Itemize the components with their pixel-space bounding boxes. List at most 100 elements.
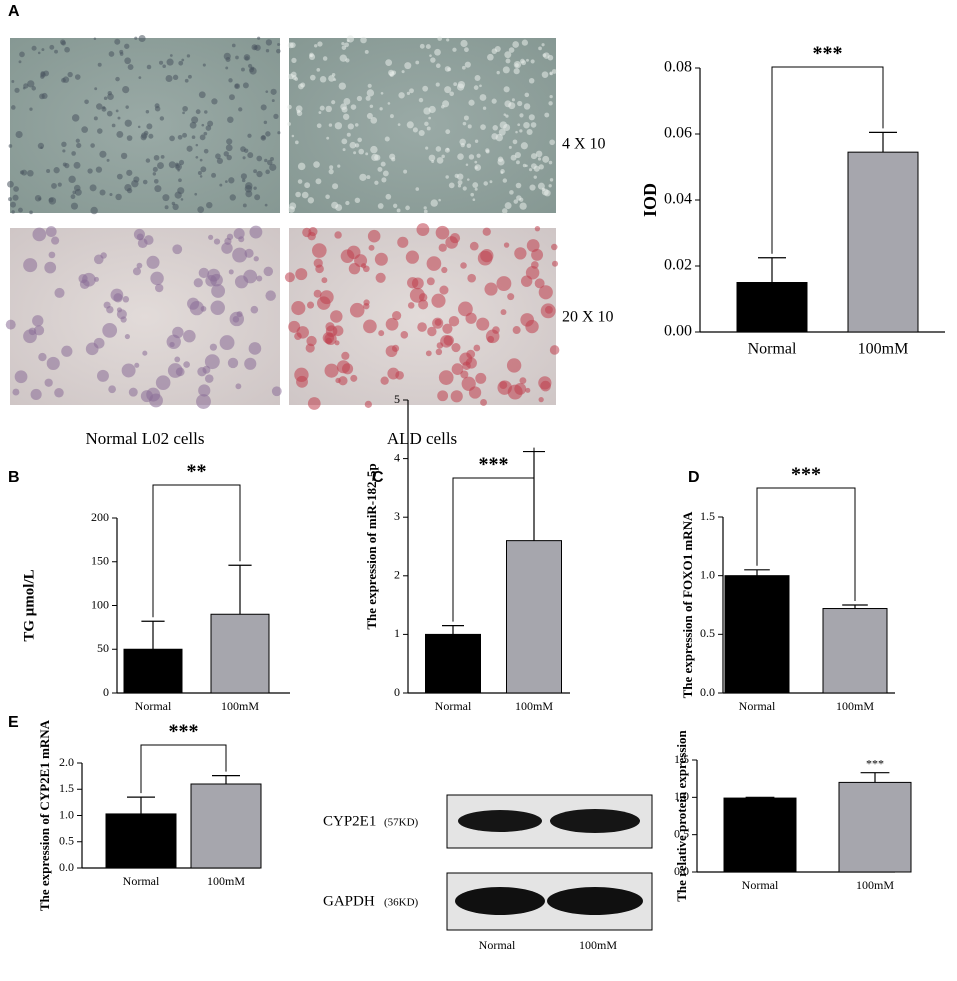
cell — [491, 98, 497, 104]
cell — [345, 200, 350, 206]
cell — [201, 123, 205, 127]
cell — [378, 330, 385, 337]
cell — [291, 134, 295, 138]
cell — [468, 154, 475, 160]
cell — [15, 130, 23, 139]
bar — [506, 540, 562, 694]
cell — [514, 63, 519, 68]
cell — [342, 113, 350, 120]
cell — [29, 210, 33, 215]
cell — [448, 315, 460, 327]
cell — [128, 387, 138, 397]
cell — [467, 124, 472, 129]
cell — [154, 106, 161, 112]
cell — [534, 226, 541, 232]
cell — [134, 36, 138, 40]
cell — [435, 82, 440, 87]
cell — [407, 277, 419, 289]
cell — [70, 202, 79, 210]
cell — [409, 88, 414, 94]
cell — [466, 143, 472, 149]
cell — [211, 98, 218, 105]
cell — [172, 244, 183, 255]
cell — [514, 151, 521, 159]
cell — [202, 63, 206, 67]
cell — [121, 363, 136, 378]
cell — [219, 183, 223, 187]
cell — [74, 188, 82, 196]
cell — [548, 101, 553, 106]
cell — [247, 152, 254, 159]
blot-lane: 100mM — [579, 938, 617, 952]
cell — [194, 192, 198, 196]
cell — [338, 82, 347, 90]
cell — [453, 82, 458, 87]
cell — [422, 85, 429, 92]
cell — [338, 376, 348, 386]
cell — [198, 384, 211, 397]
cell — [492, 125, 498, 131]
cell — [34, 194, 42, 202]
cell — [270, 157, 274, 161]
cell — [359, 173, 367, 181]
cell — [458, 301, 473, 317]
cell — [331, 100, 336, 105]
bar — [210, 613, 270, 694]
cell — [136, 262, 143, 269]
cell — [523, 121, 530, 129]
cell — [538, 285, 553, 300]
cell — [180, 198, 184, 201]
cell — [492, 326, 500, 334]
cell — [140, 134, 147, 141]
cell — [108, 385, 116, 394]
cell — [463, 115, 469, 121]
cell — [210, 300, 225, 315]
cell — [57, 182, 62, 187]
panel-label: E — [8, 714, 19, 731]
cell — [474, 139, 479, 143]
cell — [370, 116, 378, 124]
cell — [70, 194, 76, 200]
cell — [363, 302, 370, 310]
cell — [441, 154, 445, 159]
cell — [529, 184, 536, 191]
cell — [457, 80, 466, 89]
cell — [40, 71, 46, 76]
cell — [231, 43, 236, 48]
cell — [11, 210, 15, 214]
cell — [449, 233, 461, 244]
cell — [365, 152, 369, 156]
cell — [474, 160, 478, 164]
cell — [439, 285, 449, 295]
y-axis-label: The relative protein expression — [674, 729, 689, 901]
error-bar — [442, 625, 464, 635]
cell — [122, 296, 130, 303]
cell — [346, 132, 351, 137]
cell — [530, 59, 535, 64]
significance: *** — [479, 454, 509, 476]
cell — [441, 266, 448, 274]
cell — [131, 179, 139, 188]
cell — [328, 75, 335, 82]
cell — [132, 267, 141, 276]
cell — [273, 113, 279, 119]
cell — [425, 44, 431, 50]
cell — [416, 223, 430, 236]
cell — [449, 91, 455, 97]
cell — [260, 135, 267, 141]
cell — [457, 180, 463, 185]
cell — [363, 319, 377, 334]
cell — [334, 122, 343, 130]
cell — [264, 158, 268, 163]
cell — [174, 356, 181, 363]
cell — [538, 396, 544, 403]
blot-lane: Normal — [479, 938, 516, 952]
cell — [146, 64, 152, 70]
cell — [71, 151, 76, 156]
cell — [41, 48, 45, 52]
magnification-label: 4 X 10 — [562, 136, 606, 153]
cell — [61, 141, 67, 148]
cell — [198, 91, 206, 99]
cell — [476, 153, 481, 158]
cell — [296, 326, 309, 339]
